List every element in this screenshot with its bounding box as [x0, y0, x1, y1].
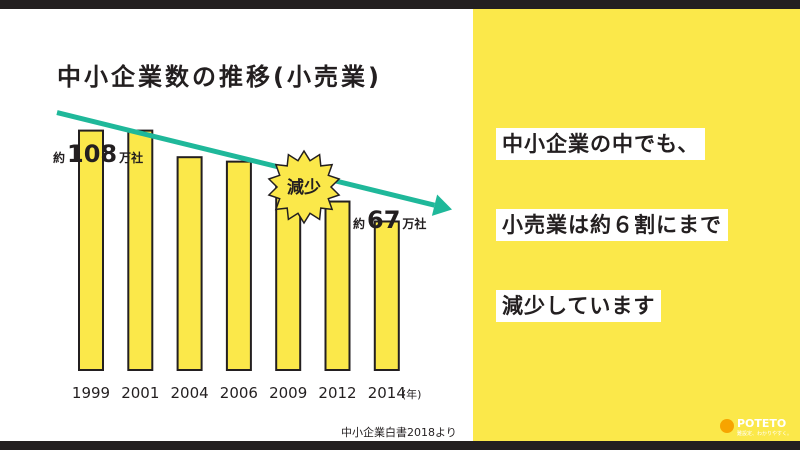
bar-1999: [78, 129, 104, 371]
bar-2012: [324, 200, 351, 371]
chart-title: 中小企業数の推移(小売業): [57, 63, 382, 91]
message-line-3: 減少しています: [496, 290, 662, 322]
x-tick-label: 2004: [171, 384, 209, 402]
x-tick-label: 2001: [121, 384, 159, 402]
bar-2014: [373, 220, 400, 371]
trend-arrow-line: [56, 110, 436, 208]
message-line-2: 小売業は約６割にまで: [496, 209, 728, 241]
top-border: [0, 0, 800, 9]
message-line-1: 中小企業の中でも、: [496, 128, 706, 160]
potato-icon: [720, 419, 734, 433]
bar-2006: [225, 160, 252, 371]
bar-2004: [176, 156, 203, 371]
trend-arrow-head: [431, 194, 452, 216]
logo-tagline: 難設定、わかりやすく。: [737, 431, 793, 437]
decrease-badge-label: 減少: [287, 177, 321, 198]
x-tick-label: 1999: [72, 384, 110, 402]
logo-text: POTETO: [737, 417, 787, 430]
source-note: 中小企業白書2018より: [341, 426, 457, 439]
start-value-annotation: 約108 万社: [53, 140, 143, 168]
decrease-badge: [267, 149, 341, 225]
x-unit-label: (年): [402, 387, 422, 401]
bottom-border: [0, 441, 800, 450]
end-value-annotation: 約67 万社: [353, 206, 426, 234]
x-tick-label: 2006: [220, 384, 258, 402]
x-tick-label: 2009: [269, 384, 307, 402]
poteto-logo: POTETO 難設定、わかりやすく。: [720, 416, 792, 438]
bar-2001: [127, 129, 154, 371]
x-tick-label: 2012: [318, 384, 356, 402]
x-tick-label: 2014: [368, 384, 406, 402]
